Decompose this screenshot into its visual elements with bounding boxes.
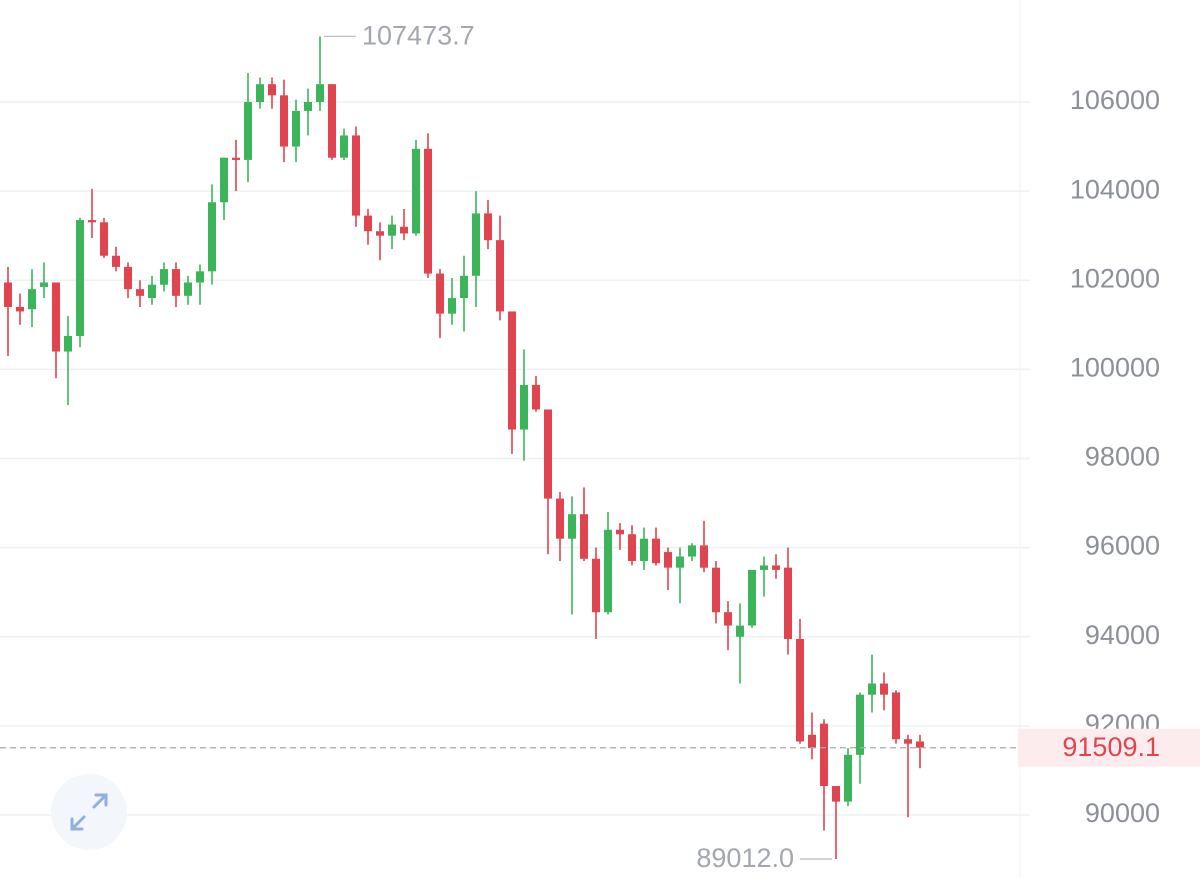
- grid: 9000092000940009600098000100000102000104…: [0, 0, 1160, 878]
- candle-body: [292, 110, 300, 147]
- candle-body: [508, 311, 516, 430]
- candle-body: [448, 298, 456, 314]
- y-tick-label: 104000: [1070, 174, 1160, 204]
- candle-body: [676, 556, 684, 568]
- y-tick-label: 96000: [1085, 531, 1160, 561]
- candle-body: [4, 282, 12, 307]
- candle-body: [808, 734, 816, 749]
- candle-body: [520, 384, 528, 430]
- candle-body: [604, 529, 612, 613]
- candle-body: [376, 231, 384, 236]
- candle-body: [328, 84, 336, 158]
- candle-body: [340, 135, 348, 158]
- candle-body: [88, 220, 96, 223]
- candle-body: [232, 157, 240, 160]
- candle-body: [172, 269, 180, 296]
- candle-body: [868, 683, 876, 695]
- candle-body: [28, 289, 36, 310]
- candle-body: [196, 271, 204, 283]
- candle-body: [904, 739, 912, 744]
- candle-body: [688, 545, 696, 557]
- overlay: 107473.7 89012.0 91509.1: [0, 20, 1200, 873]
- candle-body: [460, 275, 468, 299]
- candle-body: [304, 102, 312, 111]
- candle-body: [220, 157, 228, 203]
- candle-body: [568, 514, 576, 539]
- candle-body: [556, 498, 564, 539]
- candle-body: [532, 384, 540, 410]
- candle-body: [388, 224, 396, 236]
- candle-body: [580, 514, 588, 559]
- candle-body: [712, 567, 720, 613]
- candle-body: [832, 786, 840, 802]
- y-tick-label: 106000: [1070, 85, 1160, 115]
- candle-body: [208, 202, 216, 272]
- candle-body: [700, 545, 708, 568]
- candles: [4, 36, 924, 860]
- last-price-box: [1018, 728, 1200, 767]
- candle-body: [640, 538, 648, 561]
- y-tick-label: 98000: [1085, 442, 1160, 472]
- candle-body: [652, 538, 660, 564]
- candle-body: [496, 240, 504, 312]
- candle-body: [484, 213, 492, 241]
- candle-body: [844, 754, 852, 802]
- candle-body: [148, 284, 156, 299]
- y-tick-label: 90000: [1085, 798, 1160, 828]
- candle-body: [424, 148, 432, 274]
- candle-body: [40, 282, 48, 287]
- candle-body: [472, 213, 480, 276]
- candle-body: [748, 569, 756, 626]
- expand-button-bg[interactable]: [51, 774, 127, 850]
- candle-body: [268, 84, 276, 96]
- candle-body: [256, 84, 264, 103]
- candle-body: [916, 741, 924, 748]
- y-tick-label: 100000: [1070, 352, 1160, 382]
- candle-body: [16, 306, 24, 312]
- min-label: 89012.0: [696, 843, 794, 873]
- candle-body: [364, 215, 372, 232]
- candle-body: [664, 552, 672, 568]
- candle-body: [616, 529, 624, 535]
- candle-body: [76, 220, 84, 336]
- candle-body: [784, 567, 792, 639]
- candle-body: [136, 289, 144, 296]
- expand-icon: [70, 793, 108, 831]
- candle-body: [736, 625, 744, 637]
- candle-body: [52, 282, 60, 352]
- candle-body: [592, 558, 600, 613]
- candle-body: [856, 694, 864, 755]
- candle-body: [124, 266, 132, 290]
- candle-body: [244, 102, 252, 160]
- candle-body: [100, 222, 108, 256]
- candle-body: [760, 565, 768, 570]
- candle-body: [400, 226, 408, 234]
- candle-body: [544, 409, 552, 499]
- candle-body: [892, 692, 900, 740]
- candle-body: [160, 269, 168, 285]
- candle-body: [436, 273, 444, 314]
- candle-body: [628, 534, 636, 561]
- candle-body: [112, 255, 120, 267]
- max-label: 107473.7: [362, 20, 475, 50]
- y-tick-label: 94000: [1085, 620, 1160, 650]
- candle-body: [796, 638, 804, 742]
- candle-body: [184, 282, 192, 296]
- candle-body: [772, 565, 780, 570]
- candle-body: [316, 84, 324, 103]
- candle-body: [280, 95, 288, 147]
- candle-body: [64, 335, 72, 352]
- last-price-label: 91509.1: [1062, 732, 1160, 762]
- y-tick-label: 102000: [1070, 263, 1160, 293]
- candle-body: [724, 612, 732, 626]
- candle-body: [412, 148, 420, 234]
- expand-button[interactable]: [51, 774, 127, 850]
- candle-body: [352, 135, 360, 216]
- candle-body: [880, 683, 888, 695]
- candle-body: [820, 723, 828, 787]
